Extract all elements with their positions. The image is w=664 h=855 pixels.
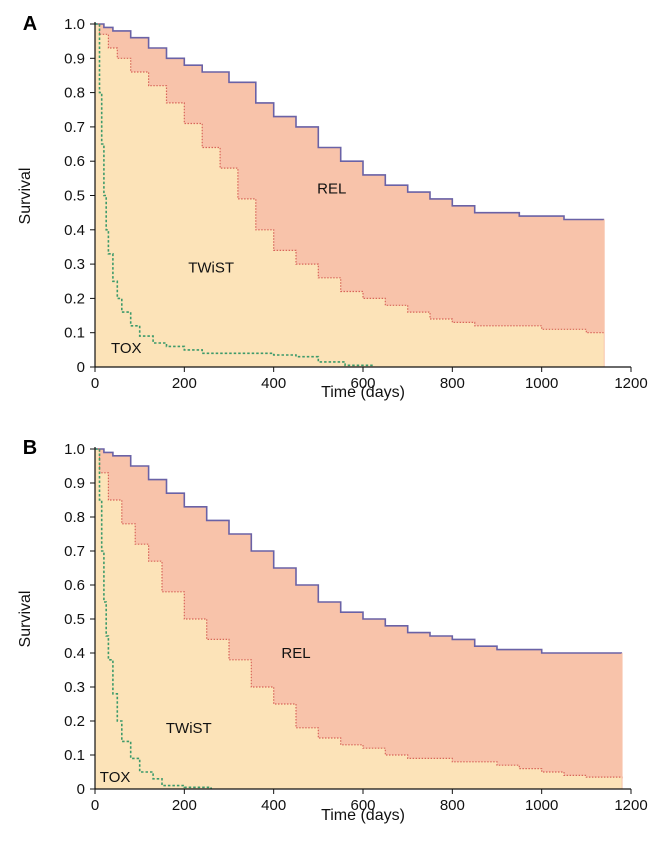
y-tick-label: 0.7 bbox=[64, 119, 85, 136]
chart-panel-b: 0 200 400 600 800 1000 120000.10.20.30.40.50.6… bbox=[17, 437, 648, 824]
region-label-twist: TWiST bbox=[188, 260, 234, 277]
x-tick-label: 1000 bbox=[525, 797, 558, 814]
x-tick-label: 800 bbox=[440, 797, 465, 814]
y-tick-label: 0.1 bbox=[64, 747, 85, 764]
x-axis-label: Time (days) bbox=[321, 384, 405, 401]
y-tick-label: 1.0 bbox=[64, 16, 85, 33]
y-tick-label: 0.5 bbox=[64, 188, 85, 205]
y-tick-label: 0 bbox=[77, 359, 85, 376]
y-tick-label: 0.2 bbox=[64, 713, 85, 730]
panel-label: B bbox=[23, 437, 37, 459]
panel-label: A bbox=[23, 13, 37, 35]
y-tick-label: 0.7 bbox=[64, 543, 85, 560]
x-tick-label: 800 bbox=[440, 375, 465, 392]
x-tick-label: 1000 bbox=[525, 375, 558, 392]
y-axis-label: Survival bbox=[17, 168, 34, 225]
x-tick-label: 200 bbox=[172, 375, 197, 392]
region-label-tox: TOX bbox=[111, 340, 142, 357]
y-tick-label: 0 bbox=[77, 781, 85, 798]
x-tick-label: 400 bbox=[261, 797, 286, 814]
region-label-rel: REL bbox=[281, 645, 310, 662]
x-axis-label: Time (days) bbox=[321, 807, 405, 824]
x-tick-label: 1200 bbox=[614, 375, 647, 392]
x-tick-label: 400 bbox=[261, 375, 286, 392]
region-label-twist: TWiST bbox=[166, 720, 212, 737]
y-tick-label: 0.9 bbox=[64, 50, 85, 67]
y-axis-label: Survival bbox=[17, 591, 34, 648]
x-tick-label: 0 bbox=[91, 375, 99, 392]
region-label-tox: TOX bbox=[100, 769, 131, 786]
y-tick-label: 0.8 bbox=[64, 85, 85, 102]
y-tick-label: 0.9 bbox=[64, 475, 85, 492]
y-tick-label: 0.3 bbox=[64, 679, 85, 696]
chart-panel-a: 0 200 400 600 800 1000 120000.10.20.30.40.50.6… bbox=[17, 13, 648, 401]
region-label-rel: REL bbox=[317, 181, 346, 198]
y-tick-label: 0.6 bbox=[64, 577, 85, 594]
y-tick-label: 0.6 bbox=[64, 153, 85, 170]
y-tick-label: 0.8 bbox=[64, 509, 85, 526]
y-tick-label: 0.4 bbox=[64, 222, 85, 239]
y-tick-label: 0.4 bbox=[64, 645, 85, 662]
y-tick-label: 0.2 bbox=[64, 290, 85, 307]
y-tick-label: 0.3 bbox=[64, 256, 85, 273]
x-tick-label: 200 bbox=[172, 797, 197, 814]
y-tick-label: 0.1 bbox=[64, 325, 85, 342]
x-tick-label: 1200 bbox=[614, 797, 647, 814]
y-tick-label: 1.0 bbox=[64, 441, 85, 458]
y-tick-label: 0.5 bbox=[64, 611, 85, 628]
x-tick-label: 0 bbox=[91, 797, 99, 814]
